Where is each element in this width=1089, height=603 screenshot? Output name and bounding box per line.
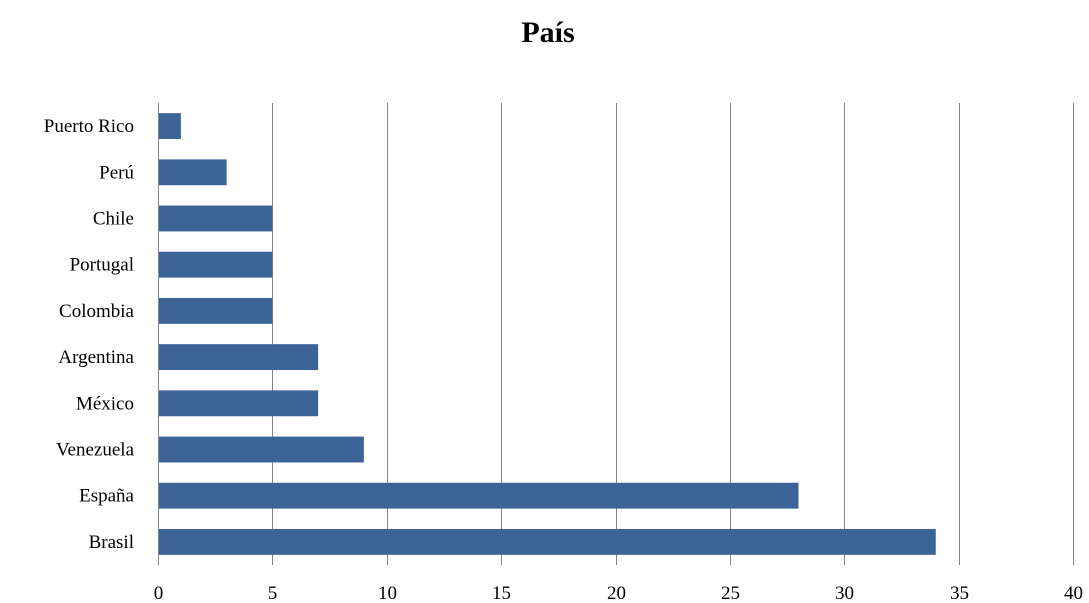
x-tick-label: 40 — [1064, 583, 1083, 603]
x-tick-label: 15 — [492, 583, 511, 603]
x-tick-label: 30 — [835, 583, 854, 603]
bar — [159, 482, 799, 509]
bar — [159, 528, 936, 555]
category-label: México — [76, 393, 134, 414]
category-label: Perú — [99, 162, 134, 183]
category-label: Puerto Rico — [44, 116, 134, 137]
bar — [159, 205, 273, 232]
bar — [159, 390, 319, 417]
x-tick-labels: 0 5 10 15 20 25 30 35 40 — [154, 583, 1083, 603]
category-label: Chile — [93, 209, 134, 230]
x-tick-label: 0 — [154, 583, 164, 603]
category-label: España — [79, 486, 134, 507]
chart-title: País — [521, 16, 574, 49]
bar — [159, 436, 364, 463]
category-labels: Puerto Rico Perú Chile Portugal Colombia Arge… — [44, 116, 135, 553]
category-label: Colombia — [59, 301, 135, 322]
gridlines — [158, 103, 1074, 565]
category-label: Argentina — [58, 347, 134, 368]
category-label: Portugal — [70, 255, 134, 276]
category-label: Venezuela — [56, 440, 135, 461]
bar — [159, 344, 319, 371]
category-label: Brasil — [89, 532, 134, 553]
x-tick-label: 10 — [378, 583, 397, 603]
bar — [159, 251, 273, 278]
x-tick-label: 35 — [950, 583, 969, 603]
bar — [159, 159, 227, 186]
bars — [159, 113, 936, 555]
bar — [159, 297, 273, 324]
x-tick-label: 25 — [721, 583, 740, 603]
x-tick-label: 20 — [607, 583, 626, 603]
x-tick-label: 5 — [268, 583, 278, 603]
bar — [159, 113, 181, 140]
